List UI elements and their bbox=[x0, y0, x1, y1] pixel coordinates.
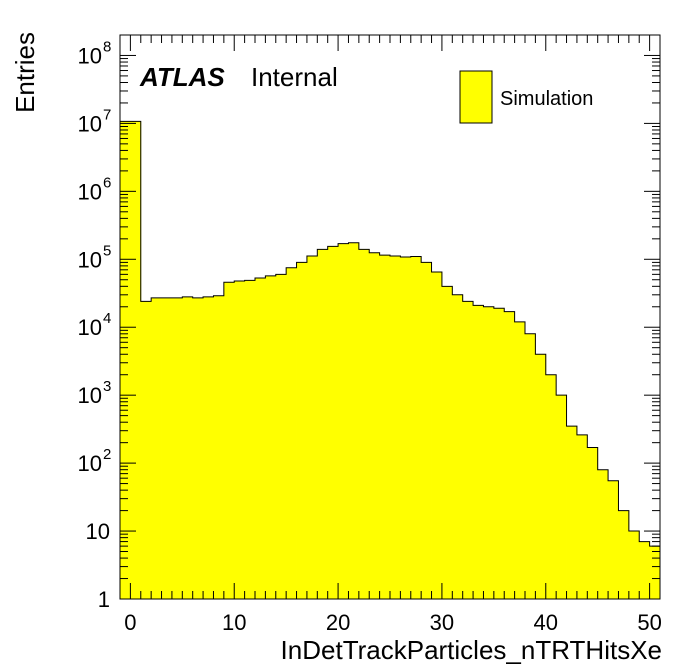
histogram-bar bbox=[327, 246, 339, 599]
histogram-bar bbox=[369, 252, 381, 599]
histogram-bar bbox=[421, 262, 432, 599]
histogram-bar bbox=[234, 280, 246, 599]
histogram-bar bbox=[161, 297, 173, 599]
histogram-bar bbox=[275, 274, 287, 599]
x-axis-label: InDetTrackParticles_nTRTHitsXe bbox=[281, 635, 662, 665]
histogram-bars bbox=[120, 120, 661, 600]
histogram-bar bbox=[566, 426, 578, 599]
histogram-bar bbox=[514, 321, 526, 599]
histogram-bar bbox=[535, 354, 547, 599]
x-tick-label: 50 bbox=[637, 610, 661, 635]
histogram-bar bbox=[473, 305, 484, 599]
histogram-bar bbox=[390, 255, 401, 599]
y-tick-exponent: 5 bbox=[103, 242, 111, 259]
histogram-bar bbox=[223, 282, 235, 599]
x-axis-tick-labels: 0 10 20 30 40 50 bbox=[124, 610, 662, 635]
y-tick-exponent: 7 bbox=[103, 106, 111, 123]
x-axis-ticks bbox=[129, 35, 661, 599]
histogram-bar bbox=[493, 308, 505, 599]
y-tick-label: 10 bbox=[78, 43, 102, 68]
histogram-bar bbox=[597, 469, 609, 599]
histogram-bar bbox=[265, 275, 277, 599]
x-tick-label: 40 bbox=[534, 610, 558, 635]
y-tick-label: 10 bbox=[78, 315, 102, 340]
histogram-bar bbox=[649, 546, 661, 599]
legend-swatch bbox=[459, 70, 493, 124]
histogram-bar bbox=[452, 294, 464, 599]
y-axis-ticks bbox=[120, 34, 660, 600]
histogram-bar bbox=[192, 297, 204, 599]
histogram-bar bbox=[441, 286, 453, 599]
histogram-bar bbox=[556, 395, 567, 599]
histogram-bar bbox=[483, 306, 495, 599]
legend: Simulation bbox=[459, 70, 593, 124]
y-tick-exponent: 6 bbox=[103, 174, 111, 191]
internal-label: Internal bbox=[251, 62, 338, 92]
histogram-bar bbox=[462, 301, 474, 599]
histogram-bar bbox=[400, 257, 412, 599]
y-tick-exponent: 2 bbox=[103, 446, 111, 463]
histogram-bar bbox=[618, 510, 630, 599]
histogram-bar bbox=[410, 256, 422, 599]
histogram-bar bbox=[504, 311, 516, 599]
y-tick-label: 10 bbox=[86, 519, 110, 544]
y-tick-exponent: 8 bbox=[103, 38, 111, 55]
histogram-bar bbox=[628, 531, 640, 599]
histogram-bar bbox=[608, 480, 619, 599]
histogram-bar bbox=[286, 267, 297, 599]
x-tick-label: 10 bbox=[222, 610, 246, 635]
histogram-bar bbox=[244, 280, 256, 599]
histogram-bar bbox=[358, 249, 370, 600]
y-tick-label: 10 bbox=[78, 451, 102, 476]
x-tick-label: 0 bbox=[124, 610, 136, 635]
y-tick-label: 10 bbox=[78, 247, 102, 272]
x-tick-label: 30 bbox=[430, 610, 454, 635]
histogram-bar bbox=[306, 255, 318, 599]
y-axis-label: Entries bbox=[10, 32, 40, 113]
atlas-label: ATLAS bbox=[139, 62, 225, 92]
histogram-bar bbox=[379, 255, 391, 599]
y-tick-exponent: 4 bbox=[103, 310, 111, 327]
histogram-bar bbox=[120, 121, 131, 600]
histogram-bar bbox=[203, 296, 214, 599]
histogram-bar bbox=[525, 333, 536, 599]
histogram-bar bbox=[545, 374, 557, 599]
histogram-bar bbox=[576, 434, 588, 599]
histogram-bar bbox=[639, 541, 651, 599]
histogram-bar bbox=[151, 297, 162, 599]
histogram-outline bbox=[120, 120, 661, 599]
histogram-bar bbox=[338, 243, 349, 599]
histogram-bar bbox=[296, 262, 308, 599]
histogram-bar bbox=[130, 121, 142, 600]
histogram-bar bbox=[140, 301, 152, 599]
y-tick-label: 10 bbox=[78, 179, 102, 204]
histogram-bar bbox=[587, 447, 599, 599]
y-tick-exponent: 3 bbox=[103, 378, 111, 395]
histogram-bar bbox=[171, 297, 183, 599]
x-tick-label: 20 bbox=[326, 610, 350, 635]
y-tick-label: 10 bbox=[78, 383, 102, 408]
y-tick-label: 10 bbox=[78, 111, 102, 136]
histogram-bar bbox=[213, 295, 225, 599]
histogram-bar bbox=[182, 296, 194, 599]
legend-label: Simulation bbox=[500, 88, 593, 110]
histogram-bar bbox=[431, 271, 443, 599]
histogram-bar bbox=[255, 278, 266, 599]
histogram-bar bbox=[317, 249, 329, 600]
histogram-bar bbox=[348, 242, 360, 599]
y-tick-label: 1 bbox=[98, 587, 110, 612]
